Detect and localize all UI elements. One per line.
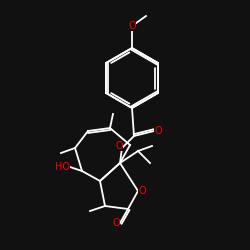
Text: O: O: [115, 141, 123, 151]
Text: O: O: [154, 126, 162, 136]
Text: O: O: [112, 218, 120, 228]
Text: O: O: [128, 21, 136, 31]
Text: O: O: [138, 186, 146, 196]
Text: HO: HO: [54, 162, 70, 172]
